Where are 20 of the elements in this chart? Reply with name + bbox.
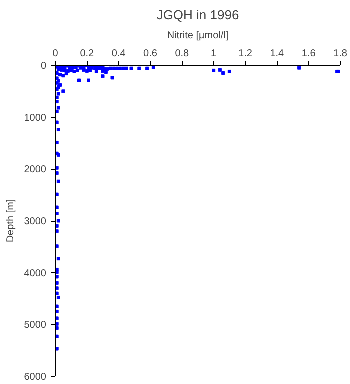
x-tick-label: 0.8 <box>175 48 190 60</box>
y-tick-label: 1000 <box>24 112 47 124</box>
x-tick-label: 1.6 <box>302 48 316 60</box>
y-tick-label: 6000 <box>24 372 47 383</box>
y-tick-label: 5000 <box>24 320 47 332</box>
x-tick-label: 1.2 <box>238 48 253 60</box>
y-tick-label: 4000 <box>24 268 47 280</box>
x-tick-label: 1 <box>211 48 218 60</box>
x-tick-label: 0.2 <box>80 48 95 60</box>
x-tick-label: 1.4 <box>270 48 285 60</box>
chart-title: JGQH in 1996 <box>156 8 240 22</box>
x-axis-title: Nitrite [µmol/l] <box>167 30 229 42</box>
y-tick-label: 0 <box>40 61 47 72</box>
y-axis-title: Depth [m] <box>5 199 16 243</box>
x-tick-label: 0.6 <box>144 48 158 60</box>
x-tick-label: 0 <box>52 48 59 60</box>
x-tick-label: 0.4 <box>112 48 126 60</box>
x-tick-label: 1.8 <box>334 48 348 60</box>
y-tick-label: 3000 <box>24 216 47 228</box>
y-tick-label: 2000 <box>24 164 47 176</box>
